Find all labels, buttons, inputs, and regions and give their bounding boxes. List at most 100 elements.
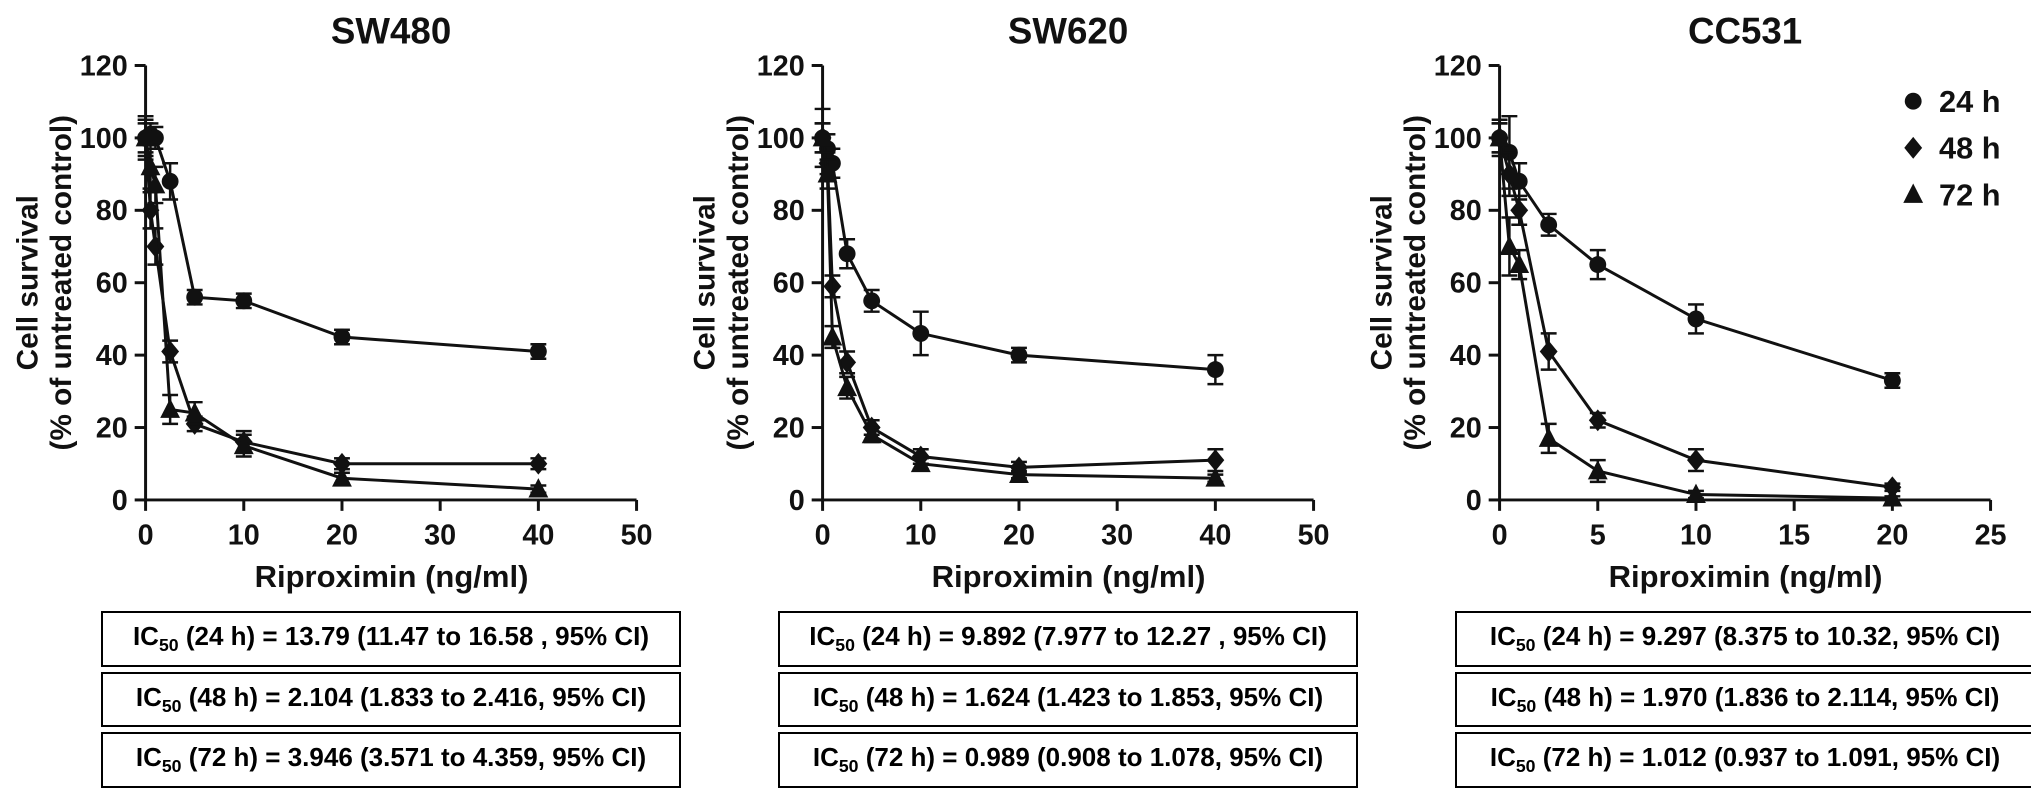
x-tick-label: 25 xyxy=(1974,520,2006,552)
marker-circle xyxy=(1687,310,1704,328)
marker-triangle xyxy=(812,126,833,147)
x-axis-label-sw620: Riproximin (ng/ml) xyxy=(931,559,1206,595)
marker-triangle xyxy=(861,423,882,444)
x-tick-label: 0 xyxy=(1491,520,1507,552)
y-tick-label: 20 xyxy=(1449,412,1481,444)
marker-circle xyxy=(333,328,350,346)
marker-triangle xyxy=(1685,483,1706,503)
y-axis-label: (% of untreated control) xyxy=(45,115,78,451)
y-tick-label: 60 xyxy=(1449,268,1481,300)
ic50-prefix: IC xyxy=(1489,742,1516,773)
marker-triangle xyxy=(1508,253,1529,274)
series-24-h xyxy=(813,107,1224,386)
ic50-row: IC50 (48 h) = 2.104 (1.833 to 2.416, 95%… xyxy=(101,671,681,728)
ic50-subscript: 50 xyxy=(158,635,179,656)
y-tick-label: 40 xyxy=(95,340,127,372)
marker-triangle xyxy=(910,452,931,473)
marker-circle xyxy=(234,292,252,310)
ic50-subscript: 50 xyxy=(838,756,859,777)
ic50-row: IC50 (72 h) = 1.012 (0.937 to 1.091, 95%… xyxy=(1455,732,2031,788)
series-72-h xyxy=(812,122,1225,487)
ic50-value-text: (24 h) = 13.79 (11.47 to 16.58 , 95% CI) xyxy=(178,621,650,652)
marker-triangle xyxy=(1008,463,1029,484)
series-72-h xyxy=(1489,118,1902,507)
ic50-subscript: 50 xyxy=(161,756,182,777)
ic50-value-text: (48 h) = 1.624 (1.423 to 1.853, 95% CI) xyxy=(858,681,1324,712)
x-tick-label: 5 xyxy=(1589,520,1605,552)
y-tick-label: 100 xyxy=(1433,123,1481,155)
y-tick-label: 40 xyxy=(772,340,804,372)
y-axis-label: Cell survival xyxy=(1365,195,1398,370)
marker-circle xyxy=(1010,346,1027,364)
ic50-subscript: 50 xyxy=(1515,756,1536,777)
marker-triangle xyxy=(836,376,857,397)
marker-circle xyxy=(161,172,179,190)
ic50-table-sw480: IC50 (24 h) = 13.79 (11.47 to 16.58 , 95… xyxy=(101,611,681,788)
ic50-prefix: IC xyxy=(132,621,159,652)
ic50-row: IC50 (24 h) = 9.297 (8.375 to 10.32, 95%… xyxy=(1455,611,2031,667)
axes xyxy=(820,65,1314,502)
marker-diamond xyxy=(528,452,547,475)
x-tick-label: 50 xyxy=(620,520,652,552)
series-line xyxy=(820,137,1215,469)
y-tick-label: 20 xyxy=(95,412,127,444)
marker-triangle xyxy=(1498,235,1519,255)
legend: 24 h 48 h 72 h xyxy=(1902,84,2000,212)
marker-circle xyxy=(1904,92,1922,110)
y-tick-label: 40 xyxy=(1449,340,1481,372)
y-tick-label: 80 xyxy=(772,195,804,227)
x-axis-label-sw480: Riproximin (ng/ml) xyxy=(254,559,529,595)
series-line xyxy=(143,137,538,466)
ic50-prefix: IC xyxy=(135,742,162,773)
y-axis-label: (% of untreated control) xyxy=(1399,115,1432,451)
marker-circle xyxy=(862,292,880,310)
marker-circle xyxy=(911,324,929,342)
ic50-row: IC50 (48 h) = 1.970 (1.836 to 2.114, 95%… xyxy=(1455,671,2031,728)
chart-title: SW480 xyxy=(330,11,450,52)
marker-circle xyxy=(838,245,856,263)
marker-triangle xyxy=(1902,183,1923,203)
marker-triangle xyxy=(821,326,842,346)
ic50-value-text: (72 h) = 1.012 (0.937 to 1.091, 95% CI) xyxy=(1535,742,2001,773)
x-tick-label: 20 xyxy=(1002,520,1034,552)
y-tick-label: 80 xyxy=(1449,195,1481,227)
legend-label: 24 h xyxy=(1938,84,2000,119)
chart-cc531: CC531 Cell survival (% of untreated contro… xyxy=(1365,11,2006,552)
panel-cc531: CC531 Cell survival (% of untreated contro… xyxy=(1354,0,2031,788)
marker-diamond xyxy=(160,340,179,363)
marker-circle xyxy=(1883,372,1901,389)
x-tick-label: 20 xyxy=(1876,520,1908,552)
ic50-prefix: IC xyxy=(1490,681,1517,712)
legend-label: 72 h xyxy=(1938,177,2000,212)
y-tick-label: 120 xyxy=(1433,50,1481,82)
x-tick-label: 40 xyxy=(1199,520,1231,552)
ic50-row: IC50 (48 h) = 1.624 (1.423 to 1.853, 95%… xyxy=(778,671,1358,728)
y-tick-label: 100 xyxy=(79,123,127,155)
y-axis-label: Cell survival xyxy=(688,195,721,370)
ic50-value-text: (48 h) = 1.970 (1.836 to 2.114, 95% CI) xyxy=(1536,681,2000,712)
marker-triangle xyxy=(1489,126,1510,147)
marker-diamond xyxy=(145,235,164,258)
series-line xyxy=(820,137,1215,372)
marker-circle xyxy=(529,343,547,360)
marker-diamond xyxy=(332,452,351,475)
marker-diamond xyxy=(1903,136,1922,159)
legend-label: 48 h xyxy=(1938,131,2000,166)
ic50-prefix: IC xyxy=(135,681,162,712)
marker-circle xyxy=(1588,256,1606,274)
x-tick-label: 10 xyxy=(1679,520,1711,552)
marker-diamond xyxy=(1539,340,1558,363)
marker-triangle xyxy=(184,402,205,422)
ic50-row: IC50 (24 h) = 9.892 (7.977 to 12.27 , 95… xyxy=(778,611,1358,667)
series-line xyxy=(820,137,1215,480)
ic50-value-text: (72 h) = 0.989 (0.908 to 1.078, 95% CI) xyxy=(858,742,1324,773)
y-tick-label: 100 xyxy=(756,123,804,155)
chart-title: CC531 xyxy=(1687,11,1801,52)
marker-circle xyxy=(185,288,203,306)
series-line xyxy=(1497,137,1893,382)
y-axis-label: Cell survival xyxy=(11,195,44,370)
y-tick-label: 20 xyxy=(772,412,804,444)
chart-sw620: SW620 Cell survival (% of untreated contro… xyxy=(688,11,1329,552)
axes xyxy=(143,65,637,502)
